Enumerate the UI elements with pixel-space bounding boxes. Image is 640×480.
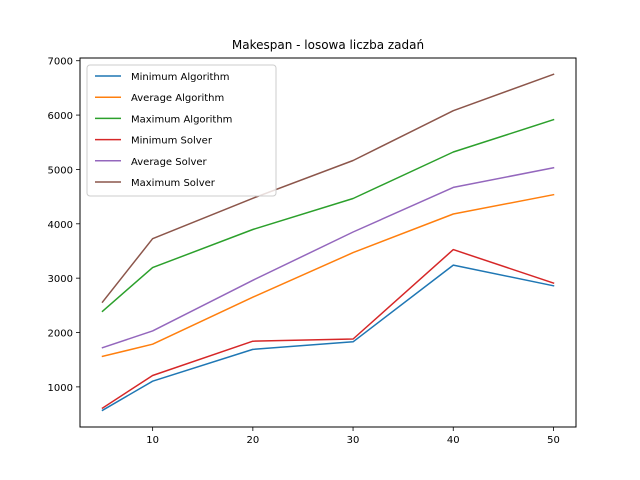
series-line-maximum-algorithm xyxy=(101,118,555,313)
y-tick-label: 6000 xyxy=(48,111,73,122)
series-line-average-solver xyxy=(101,166,555,349)
legend-label: Maximum Algorithm xyxy=(131,114,232,125)
x-tick-label: 50 xyxy=(547,435,560,446)
axes: 10 20 30 40 50 1000 2000 3000 4000 5000 6000 7000 xyxy=(48,57,560,446)
plot-frame xyxy=(79,57,577,428)
legend: Minimum Algorithm Average Algorithm Maximu… xyxy=(86,64,277,197)
y-tick-label: 2000 xyxy=(48,329,73,340)
legend-label: Average Solver xyxy=(131,157,208,168)
x-tick-label: 10 xyxy=(146,435,159,446)
y-tick-label: 4000 xyxy=(48,220,73,231)
series-line-maximum-solver xyxy=(101,73,555,304)
y-tick-label: 3000 xyxy=(48,274,73,285)
legend-label: Average Algorithm xyxy=(131,93,224,104)
legend-label: Minimum Solver xyxy=(131,136,213,147)
legend-box xyxy=(86,64,277,197)
y-tick-label: 5000 xyxy=(48,165,73,176)
x-tick-label: 20 xyxy=(246,435,259,446)
x-tick-label: 30 xyxy=(347,435,360,446)
legend-label: Maximum Solver xyxy=(131,178,216,189)
y-tick-label: 7000 xyxy=(48,57,73,68)
x-tick-label: 40 xyxy=(447,435,460,446)
series-line-minimum-algorithm xyxy=(101,264,555,412)
series-line-average-algorithm xyxy=(101,193,555,358)
series-line-minimum-solver xyxy=(101,248,555,410)
legend-label: Minimum Algorithm xyxy=(131,72,230,83)
y-tick-label: 1000 xyxy=(48,383,73,394)
chart-title: Makespan - losowa liczba zadań xyxy=(232,38,424,52)
plot-marks xyxy=(101,73,555,412)
